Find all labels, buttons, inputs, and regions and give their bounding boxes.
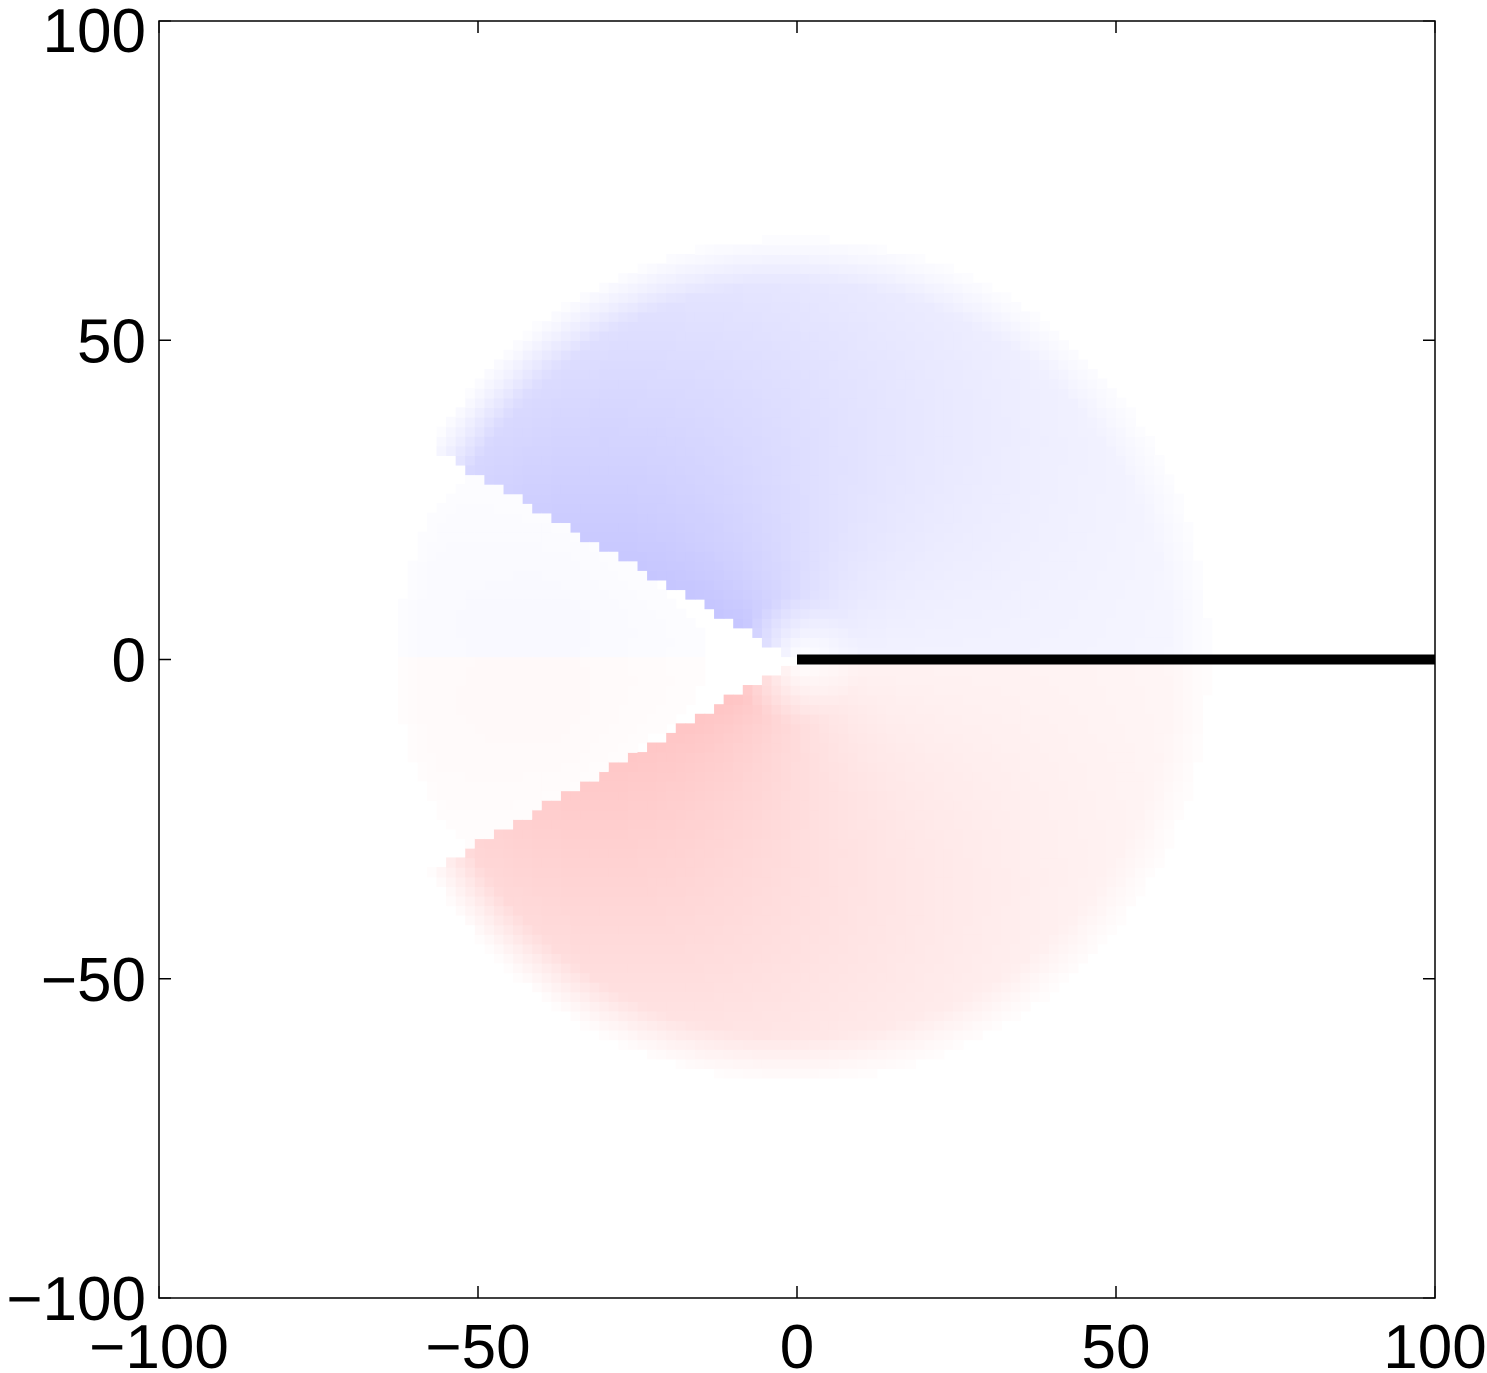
x-tick-label: 100: [1383, 1313, 1486, 1373]
y-tick-label: 100: [43, 0, 146, 66]
x-tick-label: −100: [89, 1313, 229, 1373]
x-tick-label: 0: [780, 1313, 814, 1373]
y-tick-label: 0: [112, 627, 146, 696]
y-tick-label: −100: [6, 1265, 146, 1334]
x-tick-label: 50: [1082, 1313, 1151, 1373]
y-tick-label: −50: [41, 946, 146, 1015]
field-heatmap: [398, 234, 1213, 1079]
x-tick-label: −50: [425, 1313, 530, 1373]
x-axis: −100 −50 0 50 100: [89, 21, 1487, 1373]
y-tick-label: 50: [77, 307, 146, 376]
y-axis: −100 −50 0 50 100: [6, 0, 1435, 1334]
